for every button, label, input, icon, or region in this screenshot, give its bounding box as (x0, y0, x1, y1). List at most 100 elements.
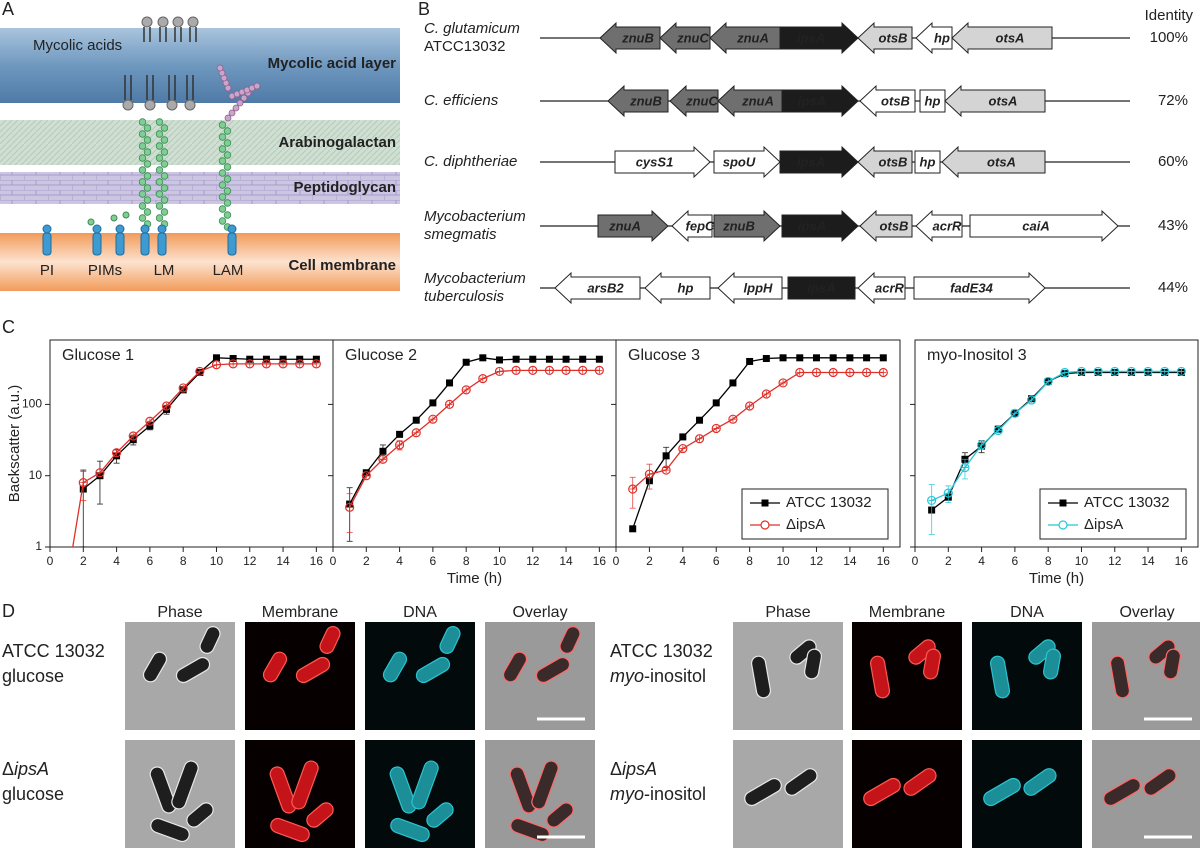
x-tick-label: 14 (843, 554, 857, 568)
data-point (1076, 366, 1087, 377)
identity-value: 72% (1158, 92, 1188, 109)
lipid-head (184, 99, 196, 111)
sugar-bead (143, 160, 152, 168)
sugar-bead (218, 157, 227, 165)
x-tick-label: 8 (180, 554, 187, 568)
data-point (811, 367, 822, 378)
label: Mycolic acids (33, 37, 122, 54)
membrane-layer (0, 233, 400, 291)
data-point-cross (180, 384, 187, 391)
gene-arrow (709, 21, 781, 55)
data-point-cross (629, 486, 636, 493)
sugar-bead (160, 124, 169, 132)
gene-name: otsB (881, 93, 910, 108)
chart-title: Glucose 3 (628, 347, 700, 364)
label: PIMs (88, 262, 122, 279)
sugar-bead (138, 166, 147, 174)
lipid-head (187, 16, 199, 28)
gene-name: otsA (989, 93, 1018, 108)
data-point (211, 360, 222, 370)
sugar-bead (160, 196, 169, 204)
label-segment: ATCC 13032 (2, 641, 105, 661)
data-point (128, 431, 138, 441)
x-tick-label: 2 (363, 554, 370, 568)
data-point (479, 354, 487, 362)
data-point-cross (1078, 368, 1085, 375)
x-axis-label: Time (h) (1029, 570, 1084, 587)
data-point-cross (563, 367, 570, 374)
cell (559, 626, 581, 654)
data-point (1126, 366, 1137, 377)
data-point (628, 484, 638, 494)
x-tick-label: 4 (113, 554, 120, 568)
label-line: ATCC 13032 (2, 641, 105, 661)
data-point-cross (196, 368, 203, 375)
cell (150, 817, 190, 843)
sugar-bead (138, 214, 147, 222)
sugar-bead (143, 136, 152, 144)
data-point (712, 399, 720, 407)
data-point-cross (546, 367, 553, 374)
data-point (1143, 366, 1153, 377)
sugar-bead (218, 121, 227, 129)
cell (1163, 648, 1181, 680)
data-point (661, 465, 671, 475)
data-point (828, 367, 838, 378)
data-point-cross (246, 360, 253, 367)
data-point-cross (280, 360, 287, 367)
data-point-cross (713, 425, 720, 432)
data-point-cross (863, 369, 870, 376)
data-point (728, 414, 738, 424)
gene-arrow (717, 271, 783, 305)
data-point (379, 447, 387, 455)
sugar-bead (223, 211, 232, 219)
data-point (629, 525, 637, 533)
legend-label: ΔipsA (1084, 516, 1123, 533)
cell (983, 777, 1021, 807)
gene-arrow (919, 89, 946, 113)
label-segment: -inositol (644, 666, 706, 686)
x-tick-label: 10 (776, 554, 790, 568)
data-point (378, 454, 388, 464)
data-point (345, 502, 355, 512)
data-point-cross (646, 471, 653, 478)
sugar-bead (138, 118, 147, 126)
data-point-cross (1145, 368, 1152, 375)
data-point-cross (230, 360, 237, 367)
y-axis-label: Backscatter (a.u.) (6, 385, 23, 503)
data-point (943, 488, 953, 498)
gene-name: spoU (723, 154, 756, 169)
gene-name: arsB2 (587, 280, 624, 295)
gene-name: otsA (996, 30, 1025, 45)
label-line: C. glutamicum (424, 20, 520, 37)
gene-name: cysS1 (636, 154, 674, 169)
gene-name: znuC (685, 93, 718, 108)
sugar-bead (155, 178, 164, 186)
data-point (478, 374, 488, 384)
data-point-cross (579, 367, 586, 374)
x-tick-label: 14 (559, 554, 573, 568)
x-tick-label: 16 (877, 554, 891, 568)
data-point (594, 365, 604, 375)
chart-title: Glucose 1 (62, 347, 134, 364)
gene-name: ipsA (798, 93, 826, 108)
lipid-head (92, 224, 102, 234)
gene-arrow (713, 145, 781, 179)
data-point-cross (596, 367, 603, 374)
label: LM (154, 262, 175, 279)
sugar-bead (155, 118, 164, 126)
cell (186, 802, 214, 828)
x-tick-label: 16 (310, 554, 324, 568)
data-point (678, 443, 688, 454)
identity-value: 100% (1150, 29, 1188, 46)
gene-arrow (915, 209, 963, 243)
label-line: ΔipsA (2, 759, 49, 779)
x-tick-label: 0 (330, 554, 337, 568)
data-point-cross (1011, 410, 1018, 417)
data-point (261, 359, 272, 369)
data-point (461, 385, 471, 395)
column-header: Phase (157, 604, 202, 621)
cell (291, 760, 319, 810)
data-point (429, 399, 437, 407)
data-point-cross (1045, 378, 1052, 385)
